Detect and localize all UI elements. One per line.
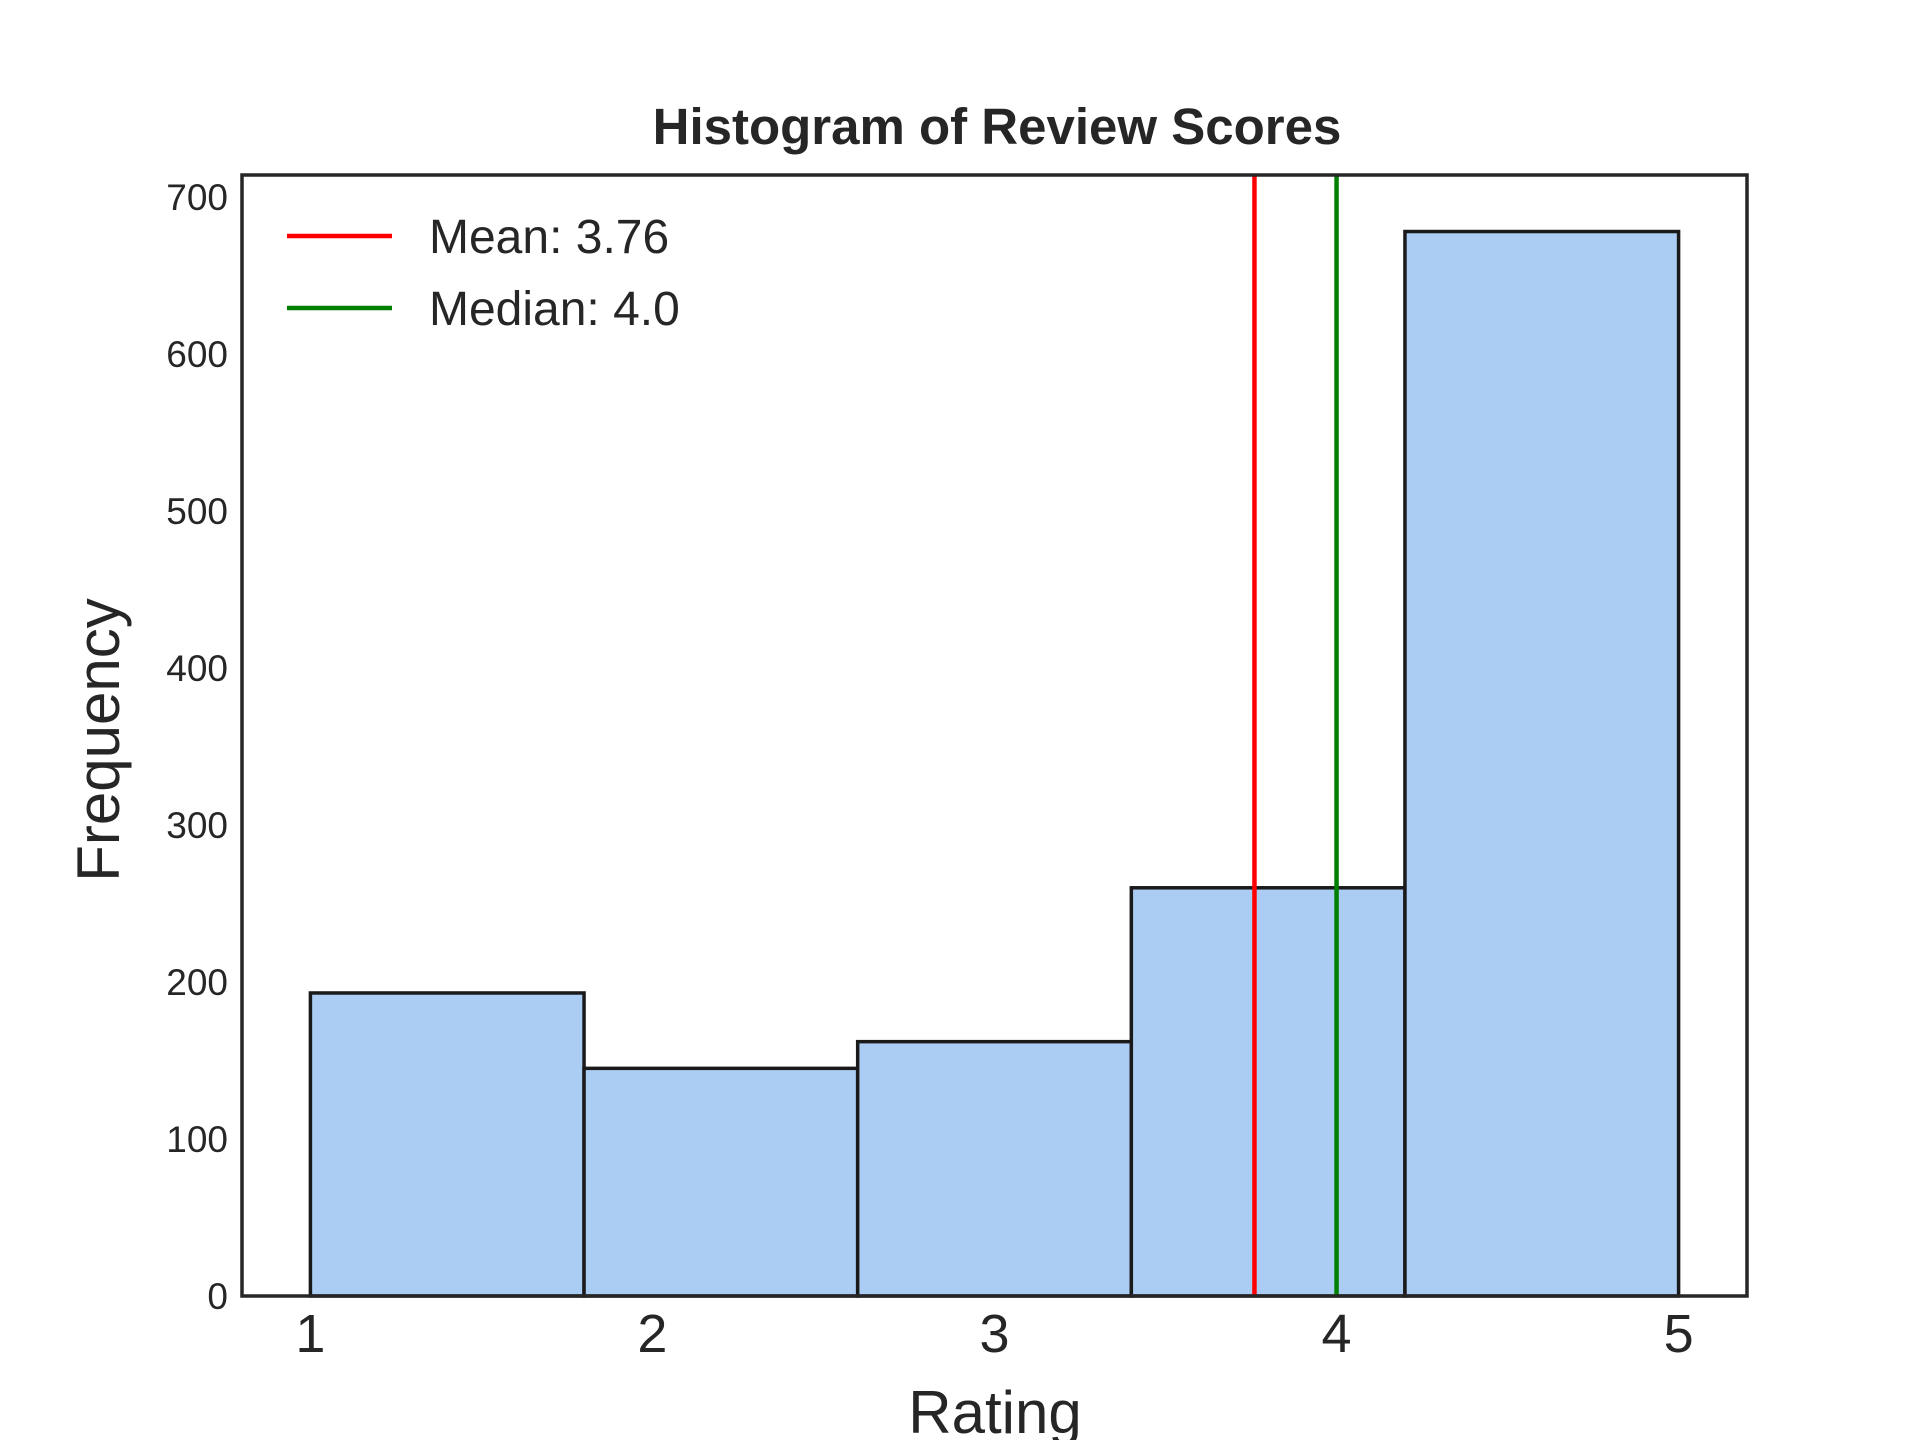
y-tick-label: 600 <box>166 334 228 375</box>
x-tick-label: 3 <box>979 1304 1009 1364</box>
histogram-bar-4 <box>1129 886 1407 1298</box>
y-tick-labels: 0 100 200 300 400 500 600 700 <box>166 177 228 1317</box>
y-tick-label: 700 <box>166 177 228 218</box>
x-axis-label: Rating <box>908 1379 1081 1440</box>
x-tick-label: 4 <box>1322 1304 1352 1364</box>
x-tick-label: 5 <box>1664 1304 1694 1364</box>
x-tick-labels: 1 2 3 4 5 <box>295 1304 1693 1364</box>
x-tick-label: 1 <box>295 1304 325 1364</box>
y-tick-label: 500 <box>166 491 228 532</box>
histogram-bar-3 <box>855 1039 1134 1298</box>
legend: Mean: 3.76 Median: 4.0 <box>287 211 680 336</box>
y-tick-label: 200 <box>166 962 228 1003</box>
y-tick-label: 0 <box>207 1276 228 1317</box>
histogram-bar-1 <box>308 991 586 1298</box>
legend-mean-label: Mean: 3.76 <box>429 211 669 264</box>
plot-frame <box>240 173 1749 1298</box>
y-tick-label: 100 <box>166 1119 228 1160</box>
histogram-bar-2 <box>582 1066 860 1298</box>
y-tick-label: 400 <box>166 648 228 689</box>
bars-group <box>308 229 1681 1298</box>
histogram-bar-5 <box>1403 229 1681 1298</box>
y-axis-label: Frequency <box>65 598 132 881</box>
legend-median-label: Median: 4.0 <box>429 283 680 336</box>
reference-lines-group <box>1252 175 1339 1296</box>
chart-title: Histogram of Review Scores <box>653 98 1342 155</box>
y-tick-label: 300 <box>166 805 228 846</box>
x-tick-label: 2 <box>637 1304 667 1364</box>
